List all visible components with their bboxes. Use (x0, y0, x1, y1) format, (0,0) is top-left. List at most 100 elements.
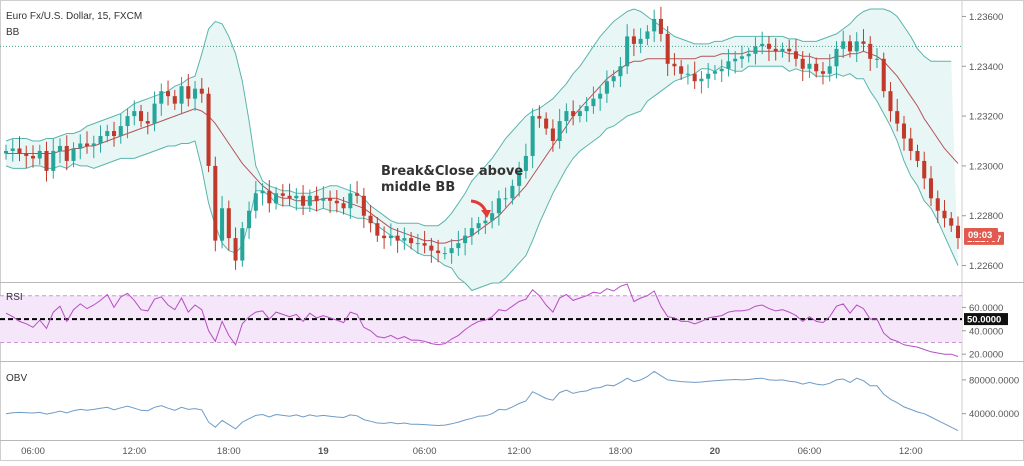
candle-body (415, 243, 420, 245)
candle-body (476, 223, 481, 229)
time-tick-label: 06:00 (21, 446, 45, 457)
candle-body (753, 46, 758, 54)
candle-body (604, 81, 609, 94)
candle-body (895, 111, 900, 124)
price-pane (0, 6, 962, 292)
candle-body (382, 235, 387, 239)
candle-body (321, 198, 326, 201)
candle-body (611, 76, 616, 82)
candle-body (800, 58, 805, 69)
candle-body (294, 195, 299, 199)
candle-body (861, 41, 866, 44)
candle-body (523, 155, 528, 171)
candle-body (139, 111, 144, 122)
candle-body (260, 190, 265, 194)
annotation-line-2: middle BB (381, 180, 455, 195)
time-tick-label: 19 (318, 446, 329, 457)
price-tick-label: 1.23000 (969, 161, 1003, 172)
obv-tick-label: 40000.0000 (969, 409, 1019, 420)
candle-body (71, 148, 76, 161)
price-tick-label: 1.22600 (969, 261, 1003, 272)
time-tick-label: 12:00 (122, 446, 146, 457)
time-tick-label: 18:00 (217, 446, 241, 457)
candle-body (84, 143, 90, 146)
time-tick-label: 06:00 (798, 446, 822, 457)
candle-body (395, 235, 400, 241)
price-tick-label: 1.23600 (969, 12, 1003, 23)
candle-body (159, 91, 164, 104)
candle-body (942, 210, 947, 219)
candle-body (206, 93, 211, 166)
candle-body (888, 91, 893, 112)
price-tick-label: 1.23400 (969, 62, 1003, 73)
candle-body (699, 78, 704, 82)
candle-body (712, 71, 717, 74)
candle-body (571, 111, 576, 117)
bb-basis-line (6, 50, 959, 244)
candle-body (334, 200, 339, 204)
candle-body (280, 193, 285, 196)
candle-body (179, 86, 184, 104)
candle-body (901, 123, 907, 139)
candle-body (719, 68, 724, 72)
candle-body (105, 131, 110, 137)
rsi-mid-badge (964, 313, 1008, 326)
candle-body (483, 220, 488, 224)
candle-body (17, 148, 22, 154)
time-tick-label: 18:00 (609, 446, 633, 457)
countdown-text: 09:03 (968, 230, 992, 241)
annotation-arrow-head (481, 210, 491, 218)
candle-body (314, 195, 319, 201)
candle-body (706, 73, 711, 79)
candle-body (881, 58, 886, 92)
candle-body (760, 43, 765, 47)
candle-body (402, 238, 407, 241)
candle-body (726, 61, 731, 69)
candle-body (193, 88, 198, 99)
bb-upper-line (5, 8, 952, 227)
candle-body (598, 93, 603, 99)
candle-body (166, 91, 171, 97)
candle-body (233, 238, 238, 261)
candle-body (773, 48, 778, 52)
obv-label: OBV (6, 373, 27, 384)
candle-body (267, 190, 272, 204)
candle-body (949, 218, 954, 226)
candle-body (591, 98, 596, 107)
candle-body (766, 43, 771, 49)
candle-body (658, 18, 663, 34)
candle-body (625, 36, 630, 67)
candle-body (463, 235, 468, 244)
annotation-line-1: Break&Close above (381, 164, 523, 179)
candle-body (132, 111, 137, 117)
candle-body (44, 150, 49, 171)
candle-body (874, 58, 880, 60)
candle-body (807, 63, 812, 69)
rsi-tick-label: 60.0000 (969, 303, 1003, 314)
candle-body (199, 88, 204, 94)
candle-body (348, 193, 353, 209)
candle-body (78, 143, 83, 149)
candle-body (213, 165, 218, 241)
candle-body (220, 208, 225, 241)
bb-lower-line (5, 65, 959, 292)
candle-body (503, 198, 508, 200)
candle-body (375, 223, 380, 236)
bb-band-fill (6, 9, 958, 291)
candle-body (584, 106, 589, 112)
rsi-tick-label: 20.0000 (969, 350, 1003, 361)
candle-body (544, 118, 549, 129)
candle-body (517, 170, 522, 186)
candle-body (915, 150, 920, 161)
candle-body (564, 111, 569, 122)
candle-body (429, 245, 434, 251)
candle-body (247, 210, 252, 229)
candle-body (30, 155, 36, 159)
candle-body (422, 243, 427, 246)
candle-body (665, 33, 670, 64)
chart-title: Euro Fx/U.S. Dollar, 15, FXCM (6, 11, 142, 22)
candle-body (442, 253, 447, 255)
candle-body (557, 121, 562, 141)
candle-body (645, 31, 650, 39)
